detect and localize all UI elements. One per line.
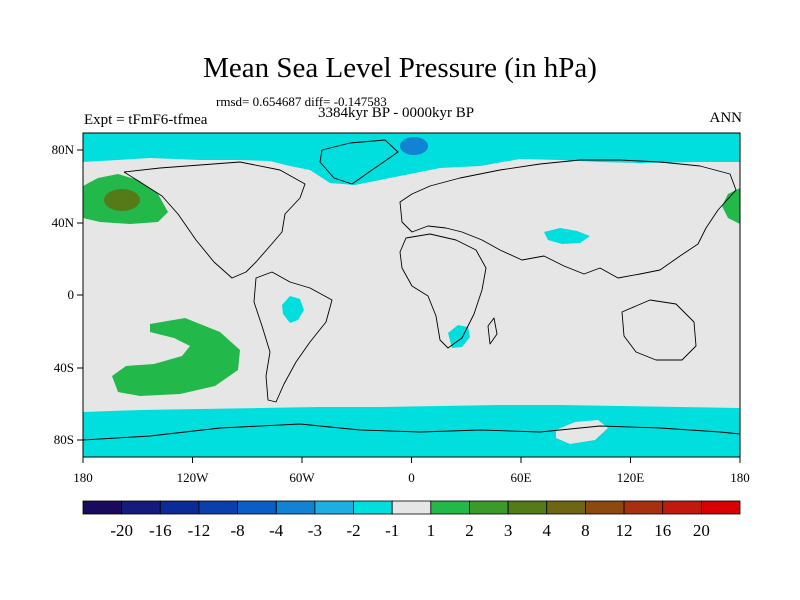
- colorbar-swatch: [546, 500, 586, 515]
- colorbar-swatch: [507, 500, 548, 515]
- longitude-axis: [82, 457, 741, 463]
- antarctic-neutral-patch: [556, 420, 608, 444]
- colorbar-label: 4: [543, 521, 552, 540]
- colorbar-label: 1: [427, 521, 436, 540]
- tibet-negative-patch: [544, 228, 590, 244]
- colorbar-label: 8: [581, 521, 590, 540]
- south-pacific-positive-patch: [112, 318, 240, 396]
- arctic-negative-band: [83, 133, 740, 185]
- map-title: Mean Sea Level Pressure (in hPa): [203, 52, 597, 84]
- colorbar-label: -2: [346, 521, 360, 540]
- lat-tick-label: 80S: [54, 432, 74, 447]
- colorbar-label: -12: [188, 521, 211, 540]
- colorbar: [82, 500, 741, 515]
- colorbar-swatch: [353, 500, 393, 515]
- antarctic-negative-band: [83, 405, 740, 457]
- colorbar-swatch: [623, 500, 664, 515]
- lat-tick-label: 40S: [54, 360, 74, 375]
- colorbar-labels: -20 -16 -12 -8 -4 -3 -2 -1 1 2 3 4 8 12 16 20: [110, 521, 710, 540]
- lat-tick-label: 80N: [52, 142, 75, 157]
- lon-tick-label: 120W: [177, 470, 210, 485]
- colorbar-swatch: [82, 500, 123, 515]
- colorbar-swatch: [237, 500, 277, 515]
- colorbar-swatch: [314, 500, 354, 515]
- colorbar-label: -20: [110, 521, 133, 540]
- colorbar-swatch: [121, 500, 161, 515]
- period-label: 3384kyr BP - 0000kyr BP: [318, 105, 475, 121]
- south-africa-negative-patch: [448, 325, 470, 348]
- map-background: [83, 133, 740, 457]
- colorbar-swatch: [159, 500, 200, 515]
- colorbar-swatch: [662, 500, 702, 515]
- lon-tick-label: 60E: [511, 470, 532, 485]
- colorbar-label: -1: [385, 521, 399, 540]
- colorbar-label: -16: [149, 521, 172, 540]
- colorbar-swatch: [275, 500, 316, 515]
- colorbar-label: -4: [269, 521, 284, 540]
- colorbar-label: -8: [231, 521, 245, 540]
- colorbar-label: 20: [693, 521, 710, 540]
- colorbar-swatch: [700, 500, 741, 515]
- colorbar-label: 3: [504, 521, 513, 540]
- lon-tick-label: 0: [408, 470, 415, 485]
- lon-tick-label: 180: [730, 470, 750, 485]
- colorbar-label: 2: [465, 521, 474, 540]
- south-america-negative-patch: [282, 296, 304, 323]
- lon-tick-label: 120E: [617, 470, 645, 485]
- arctic-low-center: [400, 137, 428, 155]
- colorbar-swatch: [430, 500, 470, 515]
- colorbar-swatch: [469, 500, 509, 515]
- statistics-label: rmsd= 0.654687 diff= -0.147583: [216, 94, 387, 109]
- coastlines: [82, 139, 741, 441]
- lat-tick-label: 40N: [52, 215, 75, 230]
- colorbar-swatch: [585, 500, 625, 515]
- lon-tick-label: 180: [73, 470, 93, 485]
- colorbar-swatch: [198, 500, 238, 515]
- colorbar-label: 12: [616, 521, 633, 540]
- north-pacific-positive-core: [104, 189, 140, 211]
- colorbar-label: -3: [308, 521, 322, 540]
- dateline-east-positive-patch: [722, 188, 740, 224]
- lat-tick-label: 0: [68, 287, 75, 302]
- colorbar-swatch: [391, 500, 432, 515]
- season-label: ANN: [709, 110, 743, 126]
- map-panel: [82, 132, 741, 458]
- latitude-axis: [77, 149, 83, 441]
- experiment-label: Expt = tFmF6-tfmea: [84, 112, 208, 128]
- lon-tick-label: 60W: [289, 470, 315, 485]
- colorbar-label: 16: [654, 521, 671, 540]
